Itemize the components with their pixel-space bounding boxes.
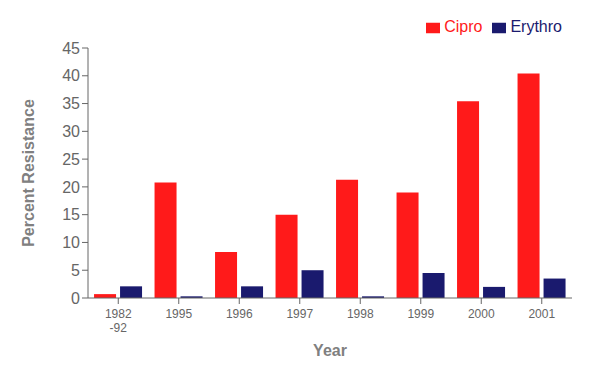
svg-text:2000: 2000: [468, 307, 495, 321]
svg-text:1995: 1995: [165, 307, 192, 321]
svg-text:40: 40: [62, 67, 80, 84]
svg-text:1998: 1998: [347, 307, 374, 321]
svg-text:1996: 1996: [226, 307, 253, 321]
svg-text:20: 20: [62, 179, 80, 196]
svg-text:35: 35: [62, 95, 80, 112]
svg-text:1982-92: 1982-92: [105, 307, 132, 335]
svg-text:5: 5: [71, 262, 80, 279]
html-text:Erythro: Erythro: [510, 18, 562, 35]
svg-text:45: 45: [62, 40, 80, 57]
svg-text:25: 25: [62, 151, 80, 168]
html-text:Cipro: Cipro: [444, 18, 483, 35]
svg-text:30: 30: [62, 123, 80, 140]
svg-text:0: 0: [71, 290, 80, 307]
svg-text:Year: Year: [313, 342, 347, 359]
svg-text:2001: 2001: [528, 307, 555, 321]
svg-text:1997: 1997: [286, 307, 313, 321]
svg-text:15: 15: [62, 206, 80, 223]
svg-text:1999: 1999: [407, 307, 434, 321]
svg-text:10: 10: [62, 234, 80, 251]
svg-text:Percent Resistance: Percent Resistance: [20, 99, 37, 247]
